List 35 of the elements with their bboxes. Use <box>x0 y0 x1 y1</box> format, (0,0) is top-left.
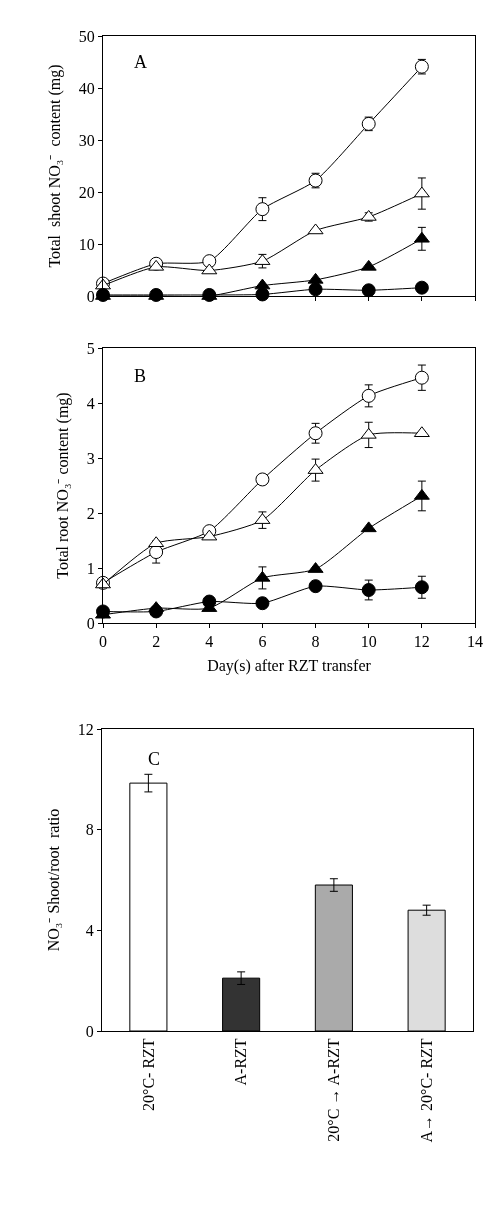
annotation: C <box>148 749 161 769</box>
y-tick-label: 50 <box>78 27 95 45</box>
y-tick-label: 0 <box>86 614 95 632</box>
x-tick-label: 12 <box>413 633 430 651</box>
x-tick-label: 20°C- RZT <box>139 1038 157 1112</box>
annotation: A <box>134 52 147 72</box>
y-tick-label: 12 <box>77 720 94 738</box>
y-tick-label: 5 <box>86 339 95 357</box>
y-tick-label: 1 <box>86 559 95 577</box>
x-tick-label: 6 <box>258 633 267 651</box>
y-tick-label: 8 <box>85 821 94 839</box>
x-tick-label: 4 <box>205 633 214 651</box>
y-axis-title: Total root NO₃⁻ content (mg) <box>53 392 72 579</box>
y-tick-label: 4 <box>86 394 95 412</box>
x-axis-title: Day(s) after RZT transfer <box>207 656 372 675</box>
y-tick-label: 3 <box>86 449 95 467</box>
y-axis-title: Total shoot NO₃⁻ content (mg) <box>45 64 64 268</box>
y-tick-label: 0 <box>86 287 95 305</box>
annotation: B <box>134 366 147 386</box>
y-tick-label: 0 <box>85 1022 94 1040</box>
x-tick-label: 8 <box>311 633 320 651</box>
x-tick-label: 10 <box>360 633 377 651</box>
y-tick-label: 30 <box>78 131 95 149</box>
x-tick-label: 2 <box>152 633 161 651</box>
y-tick-label: 40 <box>78 79 95 97</box>
y-tick-label: 20 <box>78 183 95 201</box>
x-tick-label: A→ 20°C- RZT <box>417 1038 435 1143</box>
y-tick-label: 4 <box>85 921 94 939</box>
x-tick-label: 14 <box>467 633 483 651</box>
x-tick-label: A-RZT <box>232 1038 250 1086</box>
x-tick-label: 20°C → A-RZT <box>325 1038 343 1142</box>
x-tick-label: 0 <box>99 633 107 651</box>
y-axis-title: NO₃⁻ Shoot/root ratio <box>44 808 62 952</box>
y-tick-label: 2 <box>86 504 95 522</box>
y-tick-label: 10 <box>78 235 95 253</box>
